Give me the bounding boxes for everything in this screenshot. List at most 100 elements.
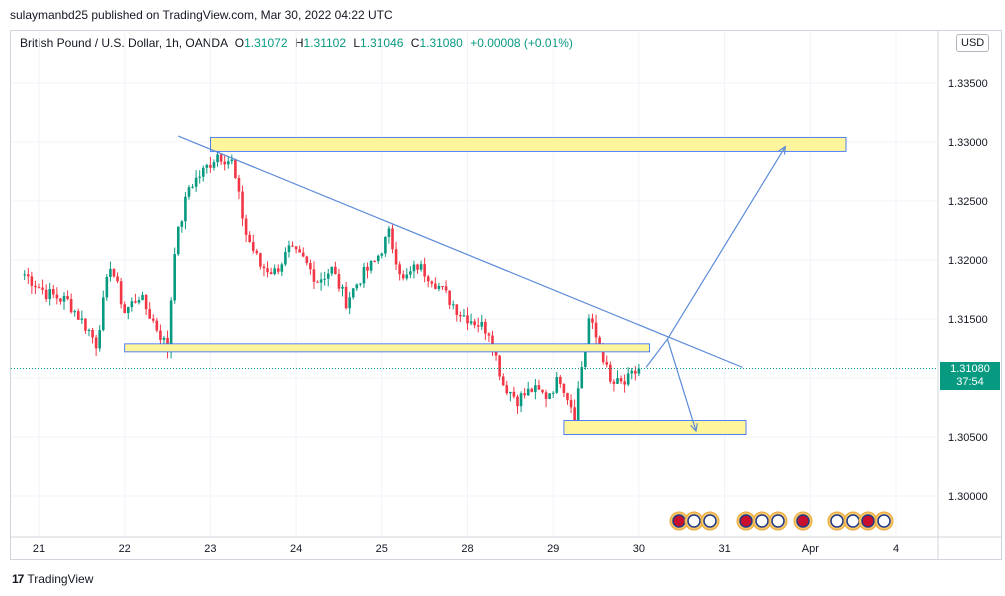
candle-down [41,279,44,295]
candle-up [534,379,537,400]
candle-down [398,261,401,281]
close-value: 1.31080 [419,36,463,50]
candle-countdown: 37:54 [956,376,984,388]
us-flag-icon [684,511,704,531]
y-tick-label: 1.33000 [948,137,988,149]
candle-up [451,300,455,310]
candle-down [276,264,280,275]
candle-up [412,260,416,279]
ohlc-legend: British Pound / U.S. Dollar, 1h, OANDA O… [20,36,573,50]
y-tick-label: 1.30500 [948,432,988,444]
candle-up [519,391,523,413]
candle-down [466,307,469,330]
candle-down [151,314,155,323]
candle-up [194,170,198,192]
candle-down [512,386,516,399]
candle-up [198,170,201,184]
candle-down [234,158,237,180]
candle-down [623,374,626,393]
candle-down [366,262,369,279]
candle-up [48,282,52,306]
x-tick-label: 28 [461,543,473,555]
candle-down [148,302,151,319]
candle-down [541,389,544,394]
candle-up [548,393,551,400]
candle-up [341,284,344,297]
candle-down [573,399,576,423]
candle-up [126,306,130,320]
currency-button[interactable]: USD [956,34,990,52]
candle-down [444,280,448,294]
change-value: +0.00008 (+0.01%) [470,36,573,50]
candle-down [530,387,534,393]
open-label: O [234,36,245,50]
candle-down [309,259,312,275]
candle-up [509,391,512,402]
candle-down [434,277,437,290]
candle-down [498,354,501,381]
candle-down [294,246,298,254]
candle-down [144,293,148,316]
candle-up [405,268,409,281]
last-price-tag: 1.31080 37:54 [940,362,1000,390]
x-tick-label: 23 [204,543,216,555]
candle-up [480,314,484,331]
symbol-label: British Pound / U.S. Dollar, 1h, OANDA [20,36,228,50]
candle-down [298,245,301,253]
candle-up [326,268,330,287]
candle-down [134,293,137,304]
candle-down [523,388,526,399]
candle-down [612,379,616,392]
x-tick-label: 29 [547,543,559,555]
chart-frame[interactable] [10,30,1002,560]
close-label: C [410,36,420,50]
candle-down [116,272,119,284]
candle-down [55,287,59,305]
candle-up [526,381,530,396]
candle-down [426,274,430,288]
candle-up [73,309,77,317]
last-price-value: 1.31080 [950,363,990,375]
candle-down [91,328,94,344]
candle-down [373,260,376,263]
candle-up [616,370,619,384]
candle-up [323,271,326,286]
candle-down [255,248,259,256]
candle-down [305,255,309,266]
candle-up [362,262,366,288]
candle-up [576,381,580,426]
candle-down [248,231,251,243]
support-resistance-zone [124,343,651,353]
candle-down [30,271,34,295]
y-tick-label: 1.33500 [948,78,988,90]
candle-down [123,301,126,314]
x-tick-label: 21 [33,543,45,555]
candle-up [330,266,334,277]
y-tick-label: 1.30000 [948,491,988,503]
candle-down [441,286,444,291]
candle-down [112,268,116,278]
trendline [178,135,743,368]
candle-down [344,281,348,310]
candle-down [391,224,394,254]
candle-down [259,252,262,270]
candle-up [355,283,359,291]
candle-up [287,240,291,258]
candle-down [537,379,541,390]
support-resistance-zone [563,420,747,435]
candle-down [566,392,569,405]
publisher-line: sulaymanbd25 published on TradingView.co… [10,8,393,22]
x-tick-label: 22 [119,543,131,555]
candle-up [626,367,630,387]
tradingview-logo[interactable]: 17 TradingView [12,572,93,586]
x-tick-label: 31 [718,543,730,555]
candle-up [201,165,205,182]
x-tick-label: 4 [893,543,899,555]
candle-down [223,154,226,171]
candle-down [544,389,548,408]
candle-down [291,241,294,248]
candle-up [351,288,355,300]
candle-down [69,293,73,314]
us-flag-icon [874,511,894,531]
